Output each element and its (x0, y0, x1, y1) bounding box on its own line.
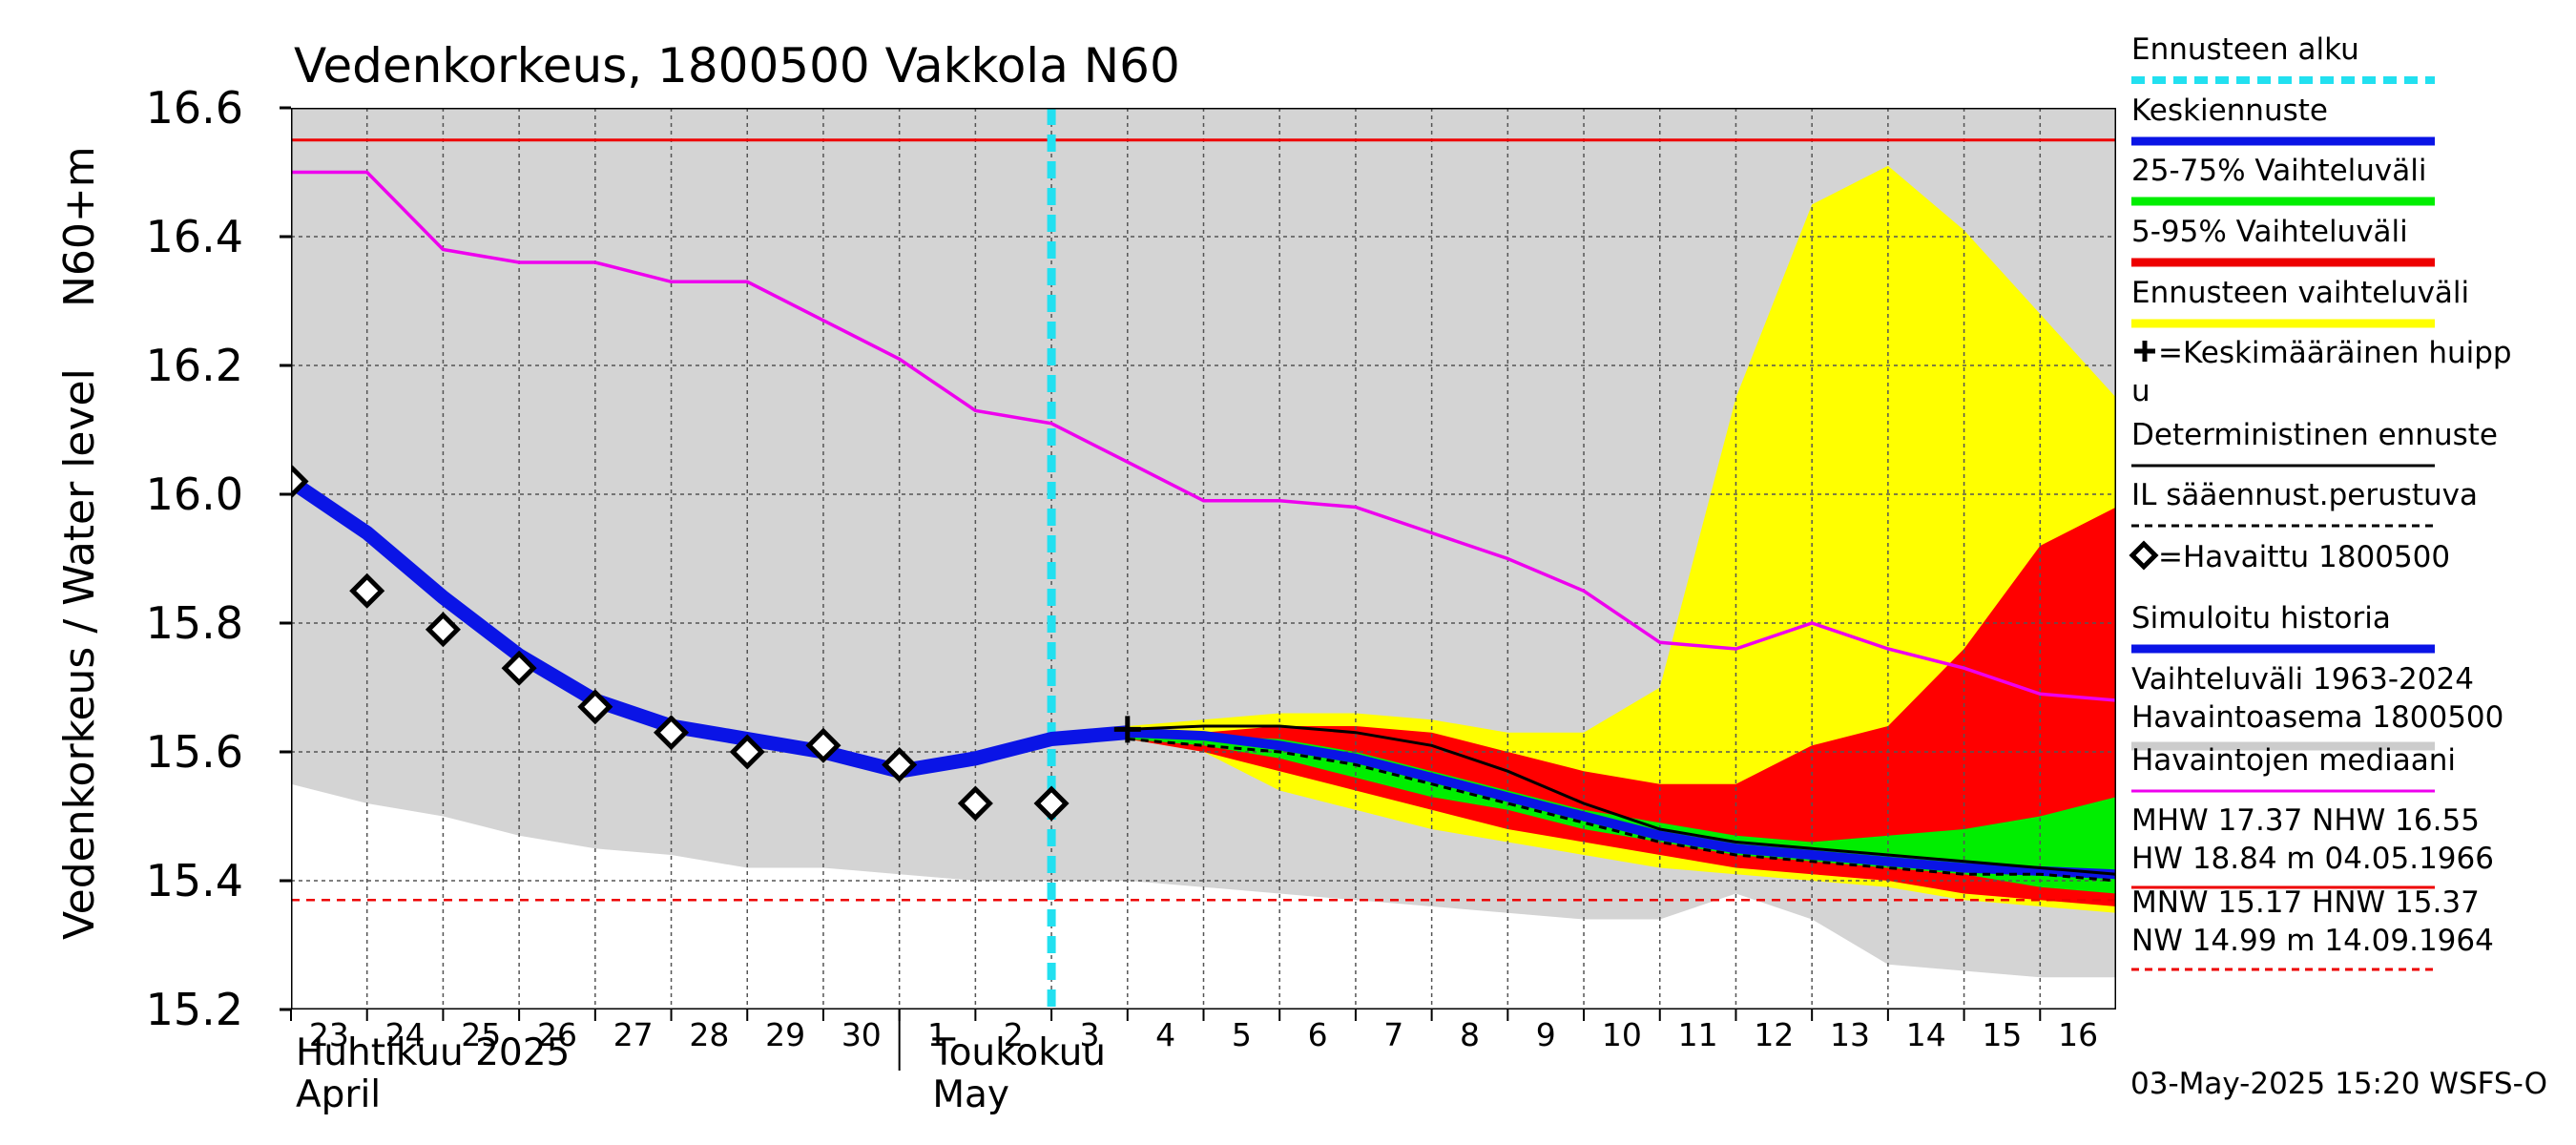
y-tick-label: 15.6 (146, 726, 243, 778)
month-label-may-en: May (932, 1073, 1009, 1116)
observed-point (654, 715, 690, 751)
x-axis: 23 24 25 26 27 28 29 30 1 2 3 4 5 6 7 8 9 10 11 12 13 14 15 16H… (290, 1010, 2098, 1116)
legend-label: MNW 15.17 HNW 15.37 (2131, 885, 2480, 920)
legend-label: =Havaittu 1800500 (2158, 540, 2450, 574)
x-tick-label: 9 (1536, 1016, 1556, 1053)
legend-item-simuloitu-historia: Simuloitu historia (2131, 601, 2435, 654)
y-tick-label: 16.4 (146, 211, 243, 262)
legend-item-havaittu-1800500: =Havaittu 1800500 (2129, 540, 2450, 574)
legend-label-2: u (2131, 374, 2150, 408)
legend-item-mnw-15-17-hnw-15-37: MNW 15.17 HNW 15.37 NW 14.99 m 14.09.1964 (2131, 885, 2494, 971)
month-label-may-fi: Toukokuu (931, 1031, 1106, 1074)
x-tick-label: 29 (765, 1016, 805, 1053)
legend-label: Simuloitu historia (2131, 601, 2391, 635)
month-label-april-en: April (296, 1073, 381, 1116)
legend-diamond-icon (2129, 540, 2159, 571)
x-tick-label: 16 (2058, 1016, 2098, 1053)
legend-label-2: NW 14.99 m 14.09.1964 (2131, 924, 2494, 958)
month-label-april-fi: Huhtikuu 2025 (296, 1031, 570, 1074)
x-tick-label: 30 (841, 1016, 882, 1053)
y-tick-label: 16.6 (146, 82, 243, 134)
y-axis: 15.2 15.4 15.6 15.8 16.0 16.2 16.4 16.6 (146, 82, 291, 1035)
legend-item-ennusteen-vaihteluv-li: Ennusteen vaihteluväli (2131, 276, 2469, 328)
legend-label: Deterministinen ennuste (2131, 418, 2498, 452)
legend-label: Ennusteen alku (2131, 32, 2359, 67)
legend-label: Havaintojen mediaani (2131, 743, 2456, 778)
x-tick-label: 6 (1308, 1016, 1328, 1053)
x-tick-label: 28 (689, 1016, 729, 1053)
range-5-95-band (1051, 507, 2116, 906)
legend-label: Vaihteluväli 1963-2024 (2131, 662, 2474, 697)
x-tick-label: 8 (1460, 1016, 1480, 1053)
y-tick-label: 15.2 (146, 984, 243, 1035)
observed-max-line (291, 170, 2116, 702)
legend: Ennusteen alku Keskiennuste 25-75% Vaihtel… (2129, 32, 2512, 971)
x-tick-label: 4 (1155, 1016, 1175, 1053)
x-tick-label: 7 (1383, 1016, 1403, 1053)
legend-item-25-75-vaihteluv-li: 25-75% Vaihteluväli (2131, 154, 2435, 206)
x-tick-label: 1 (927, 1016, 947, 1053)
legend-label: Keskiennuste (2131, 94, 2328, 128)
x-tick-label: 26 (537, 1016, 577, 1053)
mean-forecast-line (1127, 727, 2116, 880)
legend-item-vaihteluv-li-1963-2024: Vaihteluväli 1963-2024 Havaintoasema 180… (2131, 662, 2503, 751)
x-tick-label: 24 (385, 1016, 426, 1053)
x-tick-label: 14 (1906, 1016, 1946, 1053)
il-forecast-line (1127, 738, 2116, 883)
observed-point (577, 689, 613, 725)
y-tick-label: 16.2 (146, 340, 243, 391)
legend-label: =Keskimääräinen huipp (2158, 336, 2512, 370)
x-tick-label: 10 (1602, 1016, 1642, 1053)
legend-label: 25-75% Vaihteluväli (2131, 154, 2427, 188)
deterministic-forecast-line (1127, 724, 2116, 876)
legend-item-il-s-ennust-perustuva: IL sääennust.perustuva (2131, 478, 2478, 528)
y-tick-label: 15.8 (146, 597, 243, 649)
legend-label: 5-95% Vaihteluväli (2131, 215, 2408, 249)
x-tick-label: 2 (1004, 1016, 1024, 1053)
legend-item-ennusteen-alku: Ennusteen alku (2131, 32, 2435, 84)
x-tick-label: 13 (1830, 1016, 1870, 1053)
y-tick-label: 16.0 (146, 468, 243, 520)
x-tick-label: 11 (1678, 1016, 1718, 1053)
footer-timestamp: 03-May-2025 15:20 WSFS-O (2130, 1067, 2547, 1101)
legend-label: Ennusteen vaihteluväli (2131, 276, 2469, 310)
legend-item-mhw-17-37-nhw-16-55: MHW 17.37 NHW 16.55 HW 18.84 m 04.05.1966 (2131, 803, 2494, 889)
x-tick-label: 15 (1982, 1016, 2022, 1053)
x-tick-label: 25 (461, 1016, 501, 1053)
forecast-range-band (1051, 165, 2116, 913)
observed-point (882, 746, 918, 783)
chart-title: Vedenkorkeus, 1800500 Vakkola N60 (294, 38, 1180, 94)
legend-plus-icon (2134, 341, 2155, 362)
plot-area (291, 108, 2116, 1010)
x-tick-label: 27 (613, 1016, 654, 1053)
x-tick-label: 12 (1754, 1016, 1794, 1053)
observed-point (805, 727, 841, 763)
legend-label-2: Havaintoasema 1800500 (2131, 700, 2503, 735)
legend-label-2: HW 18.84 m 04.05.1966 (2131, 842, 2494, 876)
observed-point (957, 785, 993, 822)
x-tick-label: 23 (309, 1016, 349, 1053)
observed-point (729, 734, 765, 770)
legend-label: MHW 17.37 NHW 16.55 (2131, 803, 2480, 838)
x-tick-label: 5 (1232, 1016, 1252, 1053)
y-axis-label: Vedenkorkeus / Water level (55, 368, 104, 940)
observed-point (349, 572, 385, 609)
observed-point (501, 650, 537, 686)
legend-item-5-95-vaihteluv-li: 5-95% Vaihteluväli (2131, 215, 2435, 267)
observed-point (291, 463, 309, 500)
x-tick-label: 3 (1079, 1016, 1099, 1053)
observed-point (1033, 785, 1070, 822)
y-tick-label: 15.4 (146, 855, 243, 906)
simulated-history-line (291, 475, 1129, 779)
legend-item-deterministinen-ennuste: Deterministinen ennuste (2131, 418, 2498, 468)
legend-item-keskiennuste: Keskiennuste (2131, 94, 2435, 146)
legend-item-havaintojen-mediaani: Havaintojen mediaani (2131, 743, 2456, 793)
mean-peak-marker (1113, 716, 1141, 743)
legend-label: IL sääennust.perustuva (2131, 478, 2478, 512)
y-axis-unit-label: N60+m (55, 146, 104, 307)
observed-point (425, 612, 461, 648)
